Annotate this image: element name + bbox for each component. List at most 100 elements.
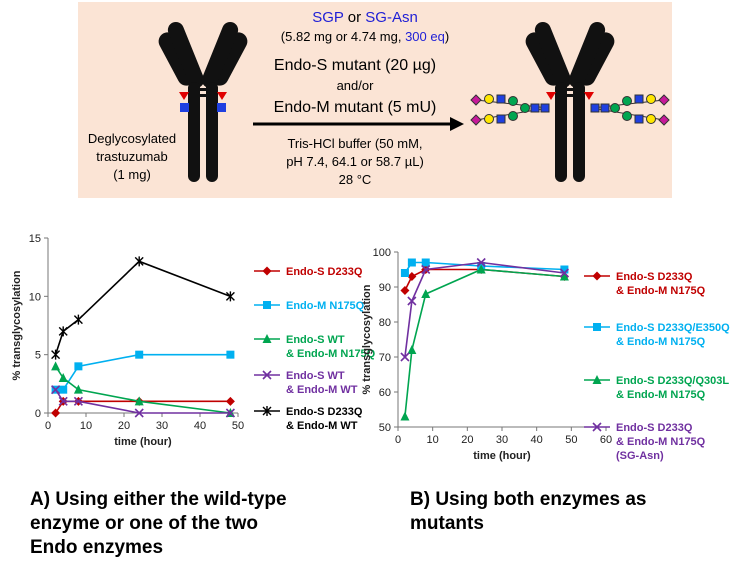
chart-b: 50 60 70 80 90 100 0 10 20 30 40 50 60 time (hour) % t… bbox=[361, 247, 730, 462]
data-point bbox=[559, 271, 569, 281]
legend-marker bbox=[263, 301, 271, 309]
legend-marker bbox=[592, 375, 602, 384]
legend-label: & Endo-M WT bbox=[286, 420, 358, 432]
legend-label: Endo-S D233Q bbox=[616, 422, 693, 434]
data-point bbox=[407, 258, 416, 267]
y-tick-label: 90 bbox=[379, 282, 391, 294]
y-tick-label: 15 bbox=[29, 233, 41, 245]
y-axis-label: % transglycosylation bbox=[11, 270, 23, 380]
series-4 bbox=[51, 385, 235, 418]
series-line bbox=[54, 260, 231, 355]
legend-label: (SG-Asn) bbox=[616, 450, 664, 462]
substrate-line-1: Deglycosylated bbox=[88, 131, 176, 146]
data-point bbox=[407, 272, 417, 281]
x-axis-label: time (hour) bbox=[114, 436, 172, 448]
data-point bbox=[58, 373, 68, 382]
series-4 bbox=[400, 257, 569, 362]
data-point bbox=[51, 349, 61, 360]
legend-label: Endo-S D233Q bbox=[286, 406, 363, 418]
data-point bbox=[407, 296, 417, 306]
data-point bbox=[400, 286, 410, 295]
antibody-glycosylated-icon bbox=[525, 21, 615, 182]
caption-a: A) Using either the wild-type enzyme or … bbox=[30, 488, 287, 560]
enzyme-endo-m: Endo-M mutant (5 mU) bbox=[274, 99, 437, 116]
data-point bbox=[58, 326, 68, 337]
data-point bbox=[225, 291, 235, 302]
data-point bbox=[421, 289, 431, 298]
legend-entry-2: Endo-S D233Q/E350Q & Endo-M N175Q bbox=[584, 322, 730, 348]
legend-label: Endo-S WT bbox=[286, 334, 345, 346]
x-tick-label: 40 bbox=[531, 434, 543, 446]
y-tick-label: 60 bbox=[379, 387, 391, 399]
data-point bbox=[400, 352, 410, 362]
legend-marker bbox=[262, 406, 272, 416]
buffer-line-1: Tris-HCl buffer (50 mM, bbox=[287, 136, 422, 151]
temperature-label: 28 °C bbox=[339, 172, 372, 187]
x-tick-label: 10 bbox=[427, 434, 439, 446]
legend-label: & Endo-M N175Q bbox=[616, 336, 706, 348]
series-line bbox=[54, 400, 231, 414]
x-tick-label: 30 bbox=[156, 420, 168, 432]
data-point bbox=[51, 385, 61, 395]
legend-label: & Endo-M WT bbox=[286, 384, 358, 396]
y-axis-label: % transglycosylation bbox=[361, 284, 373, 394]
glycan-left-icon bbox=[470, 94, 550, 126]
series-line bbox=[55, 353, 231, 391]
data-point bbox=[407, 345, 417, 354]
data-point bbox=[134, 408, 144, 418]
legend-label: Endo-S D233Q/E350Q bbox=[616, 322, 730, 334]
x-axis-label: time (hour) bbox=[473, 450, 531, 462]
caption-a-line-1: A) Using either the wild-type bbox=[30, 489, 287, 510]
caption-b-line-1: B) Using both enzymes as bbox=[410, 489, 647, 510]
y-tick-label: 10 bbox=[29, 291, 41, 303]
legend-label: Endo-S D233Q bbox=[286, 266, 363, 278]
data-point bbox=[59, 385, 68, 394]
legend-entry-3: Endo-S D233Q/Q303L & Endo-M N175Q bbox=[584, 375, 729, 401]
caption-b-line-2: mutants bbox=[410, 513, 484, 534]
legend-marker bbox=[592, 271, 602, 281]
reaction-arrow-icon bbox=[253, 117, 464, 131]
donor-amount: (5.82 mg or 4.74 mg, 300 eq) bbox=[281, 29, 449, 44]
legend-entry-2: Endo-M N175Q bbox=[254, 300, 365, 312]
y-tick-label: 100 bbox=[373, 247, 391, 259]
caption-b: B) Using both enzymes as mutants bbox=[410, 488, 647, 536]
legend-marker bbox=[262, 334, 272, 343]
substrate-line-3: (1 mg) bbox=[113, 167, 151, 182]
caption-a-line-3: Endo enzymes bbox=[30, 537, 164, 558]
x-tick-label: 50 bbox=[232, 420, 244, 432]
y-tick-label: 5 bbox=[35, 350, 41, 362]
glycan-right-icon bbox=[590, 94, 670, 126]
x-tick-label: 50 bbox=[565, 434, 577, 446]
data-point bbox=[476, 264, 486, 274]
data-point bbox=[560, 265, 569, 274]
series-line bbox=[404, 268, 565, 417]
legend-marker bbox=[262, 266, 272, 276]
data-point bbox=[73, 396, 83, 406]
y-tick-label: 0 bbox=[35, 408, 41, 420]
legend-marker bbox=[593, 323, 601, 331]
y-tick-label: 50 bbox=[379, 422, 391, 434]
y-tick-label: 70 bbox=[379, 352, 391, 364]
legend-label: Endo-S D233Q bbox=[616, 271, 693, 283]
legend-entry-4: Endo-S D233Q & Endo-M N175Q (SG-Asn) bbox=[584, 422, 706, 462]
series-5 bbox=[51, 256, 235, 360]
x-tick-label: 0 bbox=[45, 420, 51, 432]
x-tick-label: 60 bbox=[600, 434, 612, 446]
legend-label: & Endo-M N175Q bbox=[616, 285, 706, 297]
x-tick-label: 40 bbox=[194, 420, 206, 432]
legend-entry-4: Endo-S WT & Endo-M WT bbox=[254, 370, 358, 396]
data-point bbox=[225, 396, 235, 406]
legend-label: Endo-S WT bbox=[286, 370, 345, 382]
data-point bbox=[421, 264, 431, 275]
antibody-deglycosylated-icon bbox=[158, 21, 248, 182]
legend-label: & Endo-M N175Q bbox=[286, 348, 376, 360]
caption-a-line-2: enzyme or one of the two bbox=[30, 513, 259, 534]
legend-label: & Endo-M N175Q bbox=[616, 436, 706, 448]
legend-marker bbox=[592, 422, 602, 432]
y-tick-label: 80 bbox=[379, 317, 391, 329]
data-point bbox=[58, 396, 68, 406]
data-point bbox=[225, 408, 235, 418]
data-point bbox=[51, 361, 61, 371]
data-point bbox=[476, 257, 486, 268]
